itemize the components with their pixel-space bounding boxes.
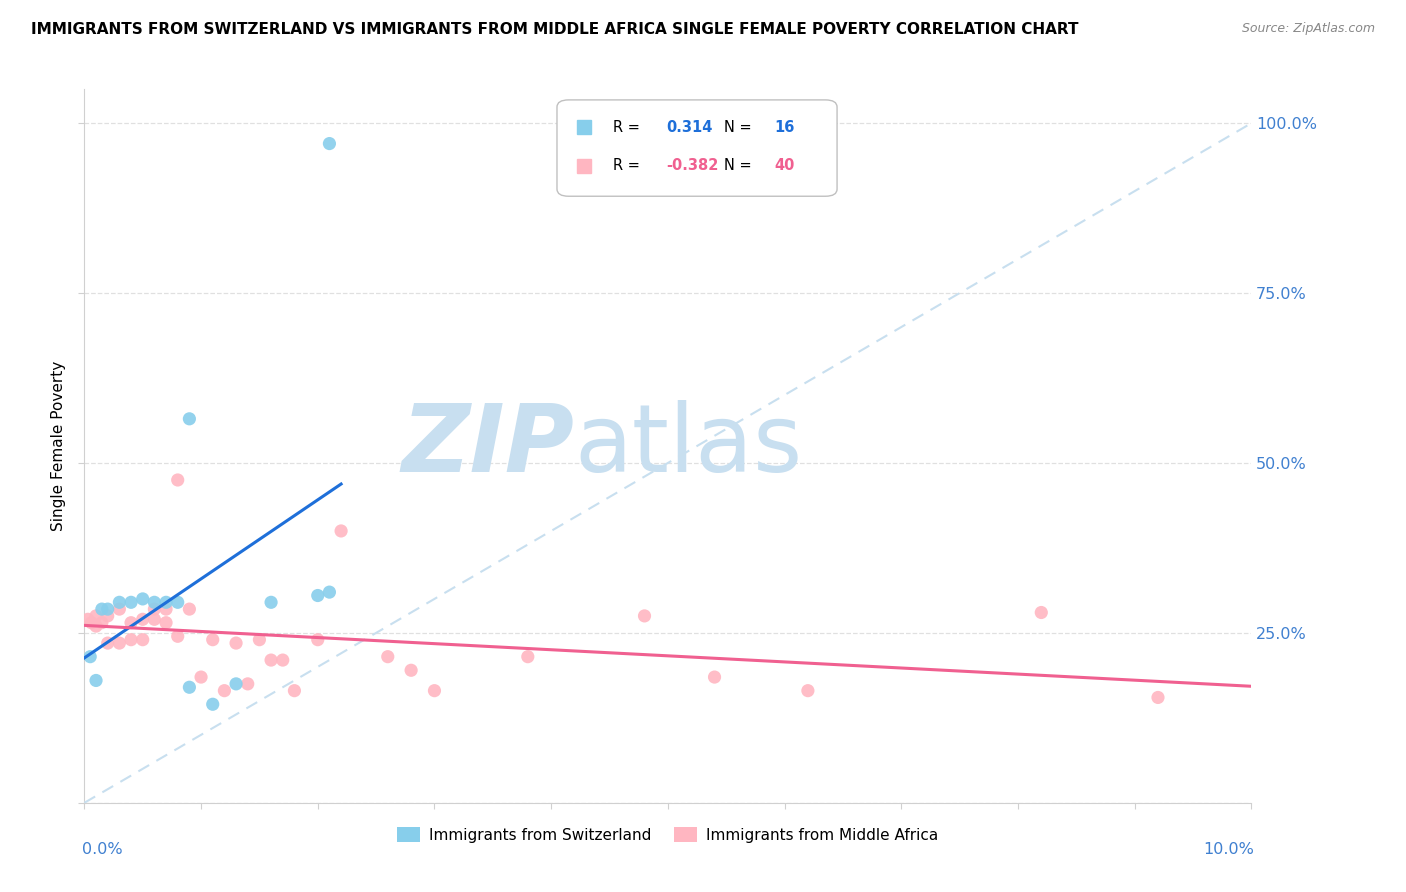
FancyBboxPatch shape [557, 100, 837, 196]
Point [132, 591, 155, 606]
Point [1147, 690, 1170, 705]
Point [97, 636, 120, 650]
Text: Source: ZipAtlas.com: Source: ZipAtlas.com [1241, 22, 1375, 36]
Text: N =: N = [724, 120, 756, 135]
Point [143, 595, 166, 609]
Point [108, 636, 131, 650]
Text: N =: N = [724, 158, 756, 173]
Point [179, 602, 201, 616]
Text: 40: 40 [775, 158, 794, 173]
Point [166, 595, 188, 609]
Point [84, 608, 107, 623]
Text: IMMIGRANTS FROM SWITZERLAND VS IMMIGRANTS FROM MIDDLE AFRICA SINGLE FEMALE POVER: IMMIGRANTS FROM SWITZERLAND VS IMMIGRANT… [31, 22, 1078, 37]
Text: ZIP: ZIP [402, 400, 575, 492]
Point [201, 632, 224, 647]
Point [283, 683, 305, 698]
Point [377, 649, 399, 664]
Point [120, 595, 142, 609]
Point [260, 653, 283, 667]
Point [97, 602, 120, 616]
Point [120, 632, 142, 647]
Y-axis label: Single Female Poverty: Single Female Poverty [51, 361, 66, 531]
Point [330, 524, 353, 538]
Point [236, 677, 259, 691]
Point [155, 615, 177, 630]
Point [143, 602, 166, 616]
Text: atlas: atlas [575, 400, 803, 492]
Point [201, 698, 224, 712]
Point [166, 473, 188, 487]
Point [1031, 606, 1053, 620]
Point [143, 612, 166, 626]
Point [155, 602, 177, 616]
Point [703, 670, 725, 684]
Point [84, 619, 107, 633]
Point [120, 615, 142, 630]
Text: 16: 16 [775, 120, 794, 135]
Point [190, 670, 212, 684]
Point [84, 673, 107, 688]
Point [76, 612, 98, 626]
Point [318, 136, 340, 151]
Point [97, 608, 120, 623]
Point [90, 602, 112, 616]
Point [132, 612, 155, 626]
Point [249, 632, 271, 647]
Text: R =: R = [613, 158, 644, 173]
Point [179, 412, 201, 426]
Point [797, 683, 820, 698]
Text: R =: R = [613, 120, 644, 135]
Point [225, 677, 247, 691]
Point [633, 608, 655, 623]
Legend: Immigrants from Switzerland, Immigrants from Middle Africa: Immigrants from Switzerland, Immigrants … [391, 821, 945, 848]
Point [108, 595, 131, 609]
Text: 10.0%: 10.0% [1202, 842, 1254, 857]
Point [108, 602, 131, 616]
Point [90, 615, 112, 630]
Point [271, 653, 294, 667]
Point [155, 595, 177, 609]
Point [225, 636, 247, 650]
Point [516, 649, 538, 664]
Point [166, 629, 188, 643]
Text: -0.382: -0.382 [666, 158, 718, 173]
Point [80, 615, 103, 630]
Point [79, 649, 101, 664]
Point [399, 663, 422, 677]
Point [214, 683, 236, 698]
Point [423, 683, 446, 698]
Point [179, 680, 201, 694]
Point [307, 632, 329, 647]
Point [307, 589, 329, 603]
Point [318, 585, 340, 599]
Text: 0.314: 0.314 [666, 120, 713, 135]
Point [132, 632, 155, 647]
Text: 0.0%: 0.0% [82, 842, 122, 857]
Point [260, 595, 283, 609]
